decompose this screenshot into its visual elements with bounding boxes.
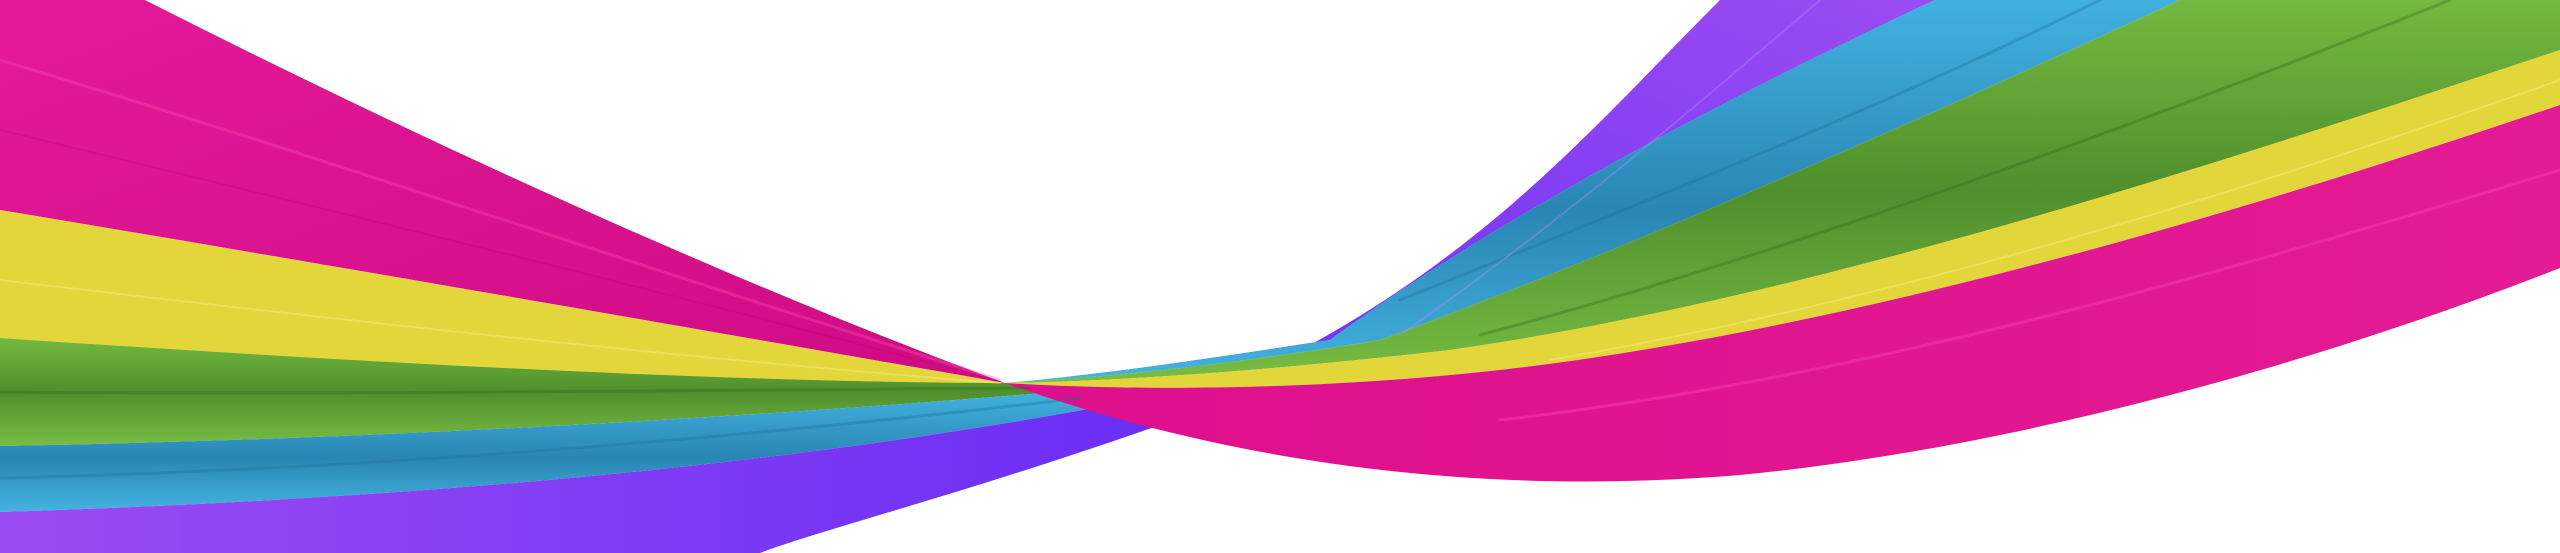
ribbon-texture (0, 0, 2560, 480)
band-magenta-right (1005, 105, 2560, 482)
band-yellow-left (0, 210, 1005, 383)
band-green-right (1005, 0, 2560, 383)
band-purple-right (1005, 0, 1935, 383)
band-green-left (0, 338, 1055, 446)
band-cyan-right (1005, 0, 2180, 383)
band-yellow-right (1005, 50, 2560, 388)
band-purple-left (0, 405, 1160, 553)
band-cyan-left (0, 392, 1110, 512)
band-magenta-left (0, 0, 1005, 383)
